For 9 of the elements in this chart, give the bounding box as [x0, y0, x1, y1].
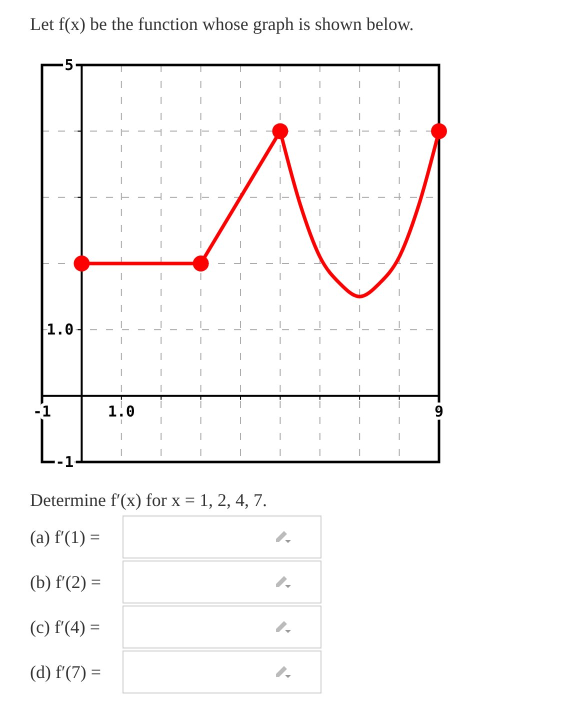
y-tick-label: 5	[64, 56, 74, 74]
text: Determine f′(x) for x = 1, 2, 4, 7.	[30, 490, 268, 510]
chart-title: Let f(x) be the function whose graph is shown below.	[30, 14, 414, 34]
text: (d) f′(7) =	[30, 662, 102, 682]
y-tick-label: 1.0	[46, 320, 74, 338]
text: (c) f′(4) =	[30, 617, 100, 637]
text: (a) f′(1) =	[30, 527, 100, 547]
text: (b) f′(2) =	[30, 572, 102, 592]
x-tick-label: 1.0	[108, 402, 135, 420]
